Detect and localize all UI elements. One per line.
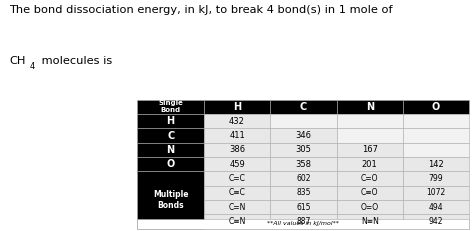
Bar [337, 157, 403, 171]
Text: 305: 305 [295, 146, 311, 154]
Bar [337, 100, 403, 114]
Text: The bond dissociation energy, in kJ, to break 4 bond(s) in 1 mole of: The bond dissociation energy, in kJ, to … [9, 5, 393, 15]
Bar [204, 143, 270, 157]
Bar [204, 186, 270, 200]
Text: 142: 142 [428, 160, 444, 169]
Bar [204, 157, 270, 171]
Bar [337, 200, 403, 214]
Text: C: C [167, 131, 174, 141]
Text: 942: 942 [429, 217, 443, 226]
Bar [204, 171, 270, 186]
Text: **All values in kJ/mol**: **All values in kJ/mol** [267, 221, 339, 226]
Bar [137, 171, 204, 229]
Bar [337, 143, 403, 157]
Bar [403, 214, 469, 229]
Text: Multiple
Bonds: Multiple Bonds [153, 190, 188, 210]
Bar [270, 100, 337, 114]
Bar [270, 186, 337, 200]
Text: C=C: C=C [228, 174, 246, 183]
Text: 411: 411 [229, 131, 245, 140]
Bar [403, 186, 469, 200]
Text: O: O [432, 102, 440, 112]
Bar [337, 186, 403, 200]
Text: 386: 386 [229, 146, 245, 154]
Bar [337, 114, 403, 128]
Text: 346: 346 [295, 131, 311, 140]
Text: C=O: C=O [361, 174, 378, 183]
Text: 887: 887 [296, 217, 310, 226]
Text: O: O [166, 159, 175, 169]
Bar [137, 114, 204, 128]
Text: H: H [166, 116, 175, 126]
Bar [403, 157, 469, 171]
Bar [270, 143, 337, 157]
Bar [270, 128, 337, 143]
Text: 494: 494 [429, 203, 443, 212]
Text: 615: 615 [296, 203, 310, 212]
Bar [403, 200, 469, 214]
Text: 167: 167 [362, 146, 378, 154]
Bar [337, 128, 403, 143]
Bar [137, 219, 469, 229]
Bar [403, 171, 469, 186]
Bar [270, 171, 337, 186]
Bar [204, 214, 270, 229]
Bar [137, 157, 204, 171]
Bar [270, 214, 337, 229]
Text: CH: CH [9, 55, 26, 66]
Bar [337, 171, 403, 186]
Bar [403, 114, 469, 128]
Text: molecules is: molecules is [38, 55, 112, 66]
Bar [270, 114, 337, 128]
Text: 432: 432 [229, 117, 245, 126]
Bar [204, 100, 270, 114]
Text: 358: 358 [295, 160, 311, 169]
Bar [403, 100, 469, 114]
Bar [137, 143, 204, 157]
Text: N≡N: N≡N [361, 217, 379, 226]
Text: 1072: 1072 [427, 188, 446, 197]
Text: C: C [300, 102, 307, 112]
Text: N: N [166, 145, 175, 155]
Bar [137, 100, 204, 114]
Bar [204, 128, 270, 143]
Bar [204, 114, 270, 128]
Bar [403, 128, 469, 143]
Bar [270, 200, 337, 214]
Text: 602: 602 [296, 174, 310, 183]
Text: 201: 201 [362, 160, 378, 169]
Text: O=O: O=O [361, 203, 379, 212]
Text: 459: 459 [229, 160, 245, 169]
Text: H: H [233, 102, 241, 112]
Bar [270, 157, 337, 171]
Text: N: N [365, 102, 374, 112]
Bar [403, 143, 469, 157]
Text: 4: 4 [29, 62, 35, 71]
Bar [337, 214, 403, 229]
Bar [204, 200, 270, 214]
Text: C=N: C=N [228, 203, 246, 212]
Bar [137, 128, 204, 143]
Text: C≡O: C≡O [361, 188, 378, 197]
Text: C≡C: C≡C [228, 188, 246, 197]
Text: Single
Bond: Single Bond [158, 100, 183, 113]
Text: C≡N: C≡N [228, 217, 246, 226]
Text: 835: 835 [296, 188, 310, 197]
Text: 799: 799 [429, 174, 443, 183]
